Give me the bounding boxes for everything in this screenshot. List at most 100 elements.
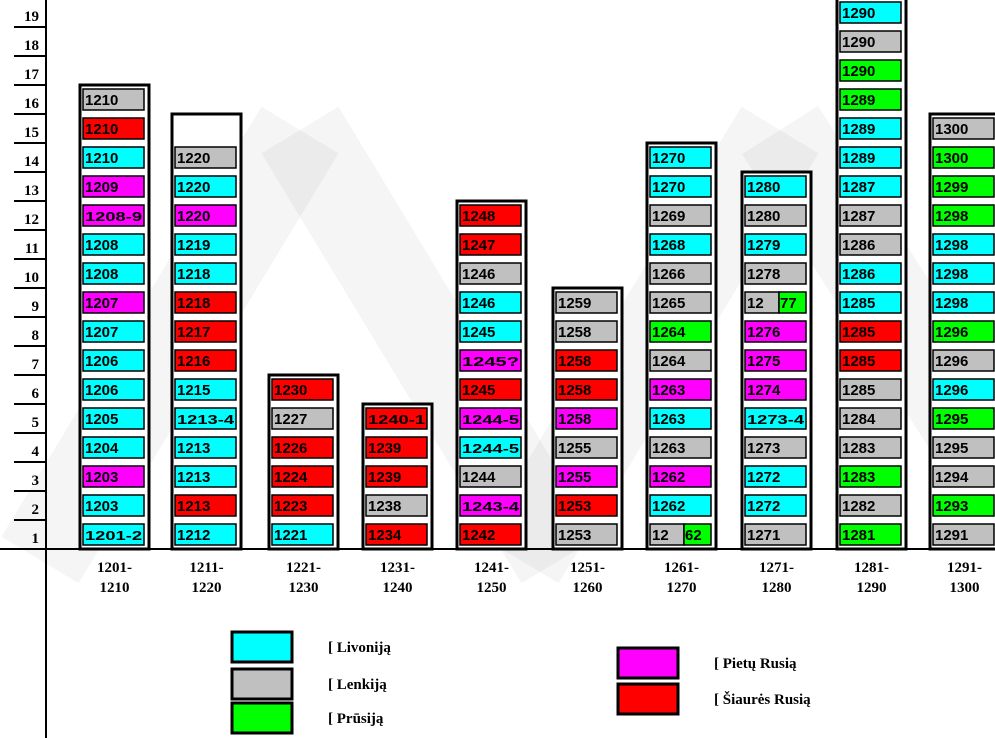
cell-label-2-2: 1224 [274, 469, 308, 486]
cell-label-8-18: 1290 [842, 5, 875, 22]
cell-label-8-4: 1284 [842, 411, 876, 428]
cell-rect-1-5 [174, 378, 237, 401]
cell-1-10: 1219 [174, 233, 237, 256]
cell-9-14: 1300 [932, 117, 995, 140]
cell-label-5-8: 1259 [558, 295, 591, 312]
cell-rect-7-10 [744, 233, 807, 256]
cell-rect-5-6 [555, 349, 618, 372]
cell-rect-3-4 [365, 407, 428, 430]
cell-label-8-5: 1285 [842, 382, 875, 399]
cell-label-0-0: 1201-2 [85, 528, 142, 543]
cell-0-6: 1206 [82, 349, 145, 372]
cell-1-4: 1213-4 [174, 407, 237, 430]
cell-rect-1-13 [174, 146, 237, 169]
legend-label-P: [ Prūsiją [328, 711, 384, 727]
cell-rect-8-2 [839, 465, 902, 488]
legend-swatch-G [230, 667, 294, 701]
cell-rect-8-10 [839, 233, 902, 256]
cell-rect-9-0 [932, 523, 995, 546]
cell-label-0-6: 1206 [85, 353, 118, 370]
cell-rect-9-13 [932, 146, 995, 169]
cell-6-12: 1270 [649, 175, 712, 198]
cell-label-4-5: 1245 [462, 382, 495, 399]
cell-rect-4-8 [459, 291, 522, 314]
cell-8-7: 1285 [839, 320, 902, 343]
cell-label-6-3: 1263 [652, 440, 685, 457]
cell-1-5: 1215 [174, 378, 237, 401]
legend-swatch-P [230, 701, 294, 735]
cell-9-13: 1300 [932, 146, 995, 169]
cell-1-8: 1218 [174, 291, 237, 314]
cell-label-4-6: 1245? [462, 354, 519, 369]
cell-6-3: 1263 [649, 436, 712, 459]
cell-6-13: 1270 [649, 146, 712, 169]
column-outline-2 [267, 373, 340, 551]
cell-rect-0-3 [82, 436, 145, 459]
cell-8-14: 1289 [839, 117, 902, 140]
cell-8-2: 1283 [839, 465, 902, 488]
cell-label-7-5: 1274 [747, 382, 781, 399]
cell-rect-9-10 [932, 233, 995, 256]
legend-item-M: [ Pietų Rusią [616, 646, 797, 680]
column-outline-4 [455, 199, 528, 551]
x-tick-label-top-7: 1271- [759, 560, 794, 576]
cell-label-4-1: 1243-4 [462, 499, 520, 514]
cell-rect-right-6-0 [683, 523, 712, 546]
cell-rect-4-0 [459, 523, 522, 546]
cell-0-15: 1210 [82, 88, 145, 111]
cell-rect-7-3 [744, 436, 807, 459]
cell-5-6: 1258 [555, 349, 618, 372]
cell-label-5-2: 1255 [558, 469, 591, 486]
cell-rect-1-3 [174, 436, 237, 459]
y-tick-label-4: 4 [32, 444, 40, 460]
column-8: 1281 1282 1283 1283 1284 1285 1285 1285 1285 1286… [835, 0, 908, 551]
cell-label-9-10: 1298 [935, 237, 968, 254]
cell-label-2-1: 1223 [274, 498, 307, 515]
cell-label-5-6: 1258 [558, 353, 591, 370]
cell-label-4-9: 1246 [462, 266, 495, 283]
y-tick-label-13: 13 [24, 183, 39, 199]
cell-label-6-11: 1269 [652, 208, 685, 225]
cell-label-1-12: 1220 [177, 179, 210, 196]
cell-8-13: 1289 [839, 146, 902, 169]
cell-rect-6-1 [649, 494, 712, 517]
cell-rect-0-12 [82, 175, 145, 198]
cell-rect-5-7 [555, 320, 618, 343]
cell-3-0: 1234 [365, 523, 428, 546]
cell-1-9: 1218 [174, 262, 237, 285]
x-tick-label-bottom-6: 1270 [667, 580, 697, 596]
column-9: 1291 1293 1294 1295 1295 1296 1296 1296 1298 1298… [928, 112, 995, 551]
cell-rect-7-4 [744, 407, 807, 430]
cell-label-3-2: 1239 [368, 469, 401, 486]
cell-rect-1-4 [174, 407, 237, 430]
legend-item-L: [ Livoniją [230, 630, 391, 664]
cell-label-9-7: 1296 [935, 324, 968, 341]
cell-label-3-0: 1234 [368, 527, 402, 544]
cell-6-7: 1264 [649, 320, 712, 343]
cell-rect-0-0 [82, 523, 145, 546]
cell-4-11: 1248 [459, 204, 522, 227]
x-tick-label-top-1: 1211- [189, 560, 223, 576]
cell-label-0-4: 1205 [85, 411, 118, 428]
cell-9-5: 1296 [932, 378, 995, 401]
cell-label-9-5: 1296 [935, 382, 968, 399]
cell-7-10: 1279 [744, 233, 807, 256]
cell-label-right-7-8: 77 [780, 295, 797, 312]
column-4: 1242 1243-4 1244 1244-5 1244-5 1245 1245? 1245 1… [455, 199, 528, 551]
cell-3-2: 1239 [365, 465, 428, 488]
cell-rect-4-7 [459, 320, 522, 343]
cell-1-11: 1220 [174, 204, 237, 227]
x-tick-label-top-8: 1281- [854, 560, 889, 576]
cell-9-10: 1298 [932, 233, 995, 256]
cell-label-7-6: 1275 [747, 353, 780, 370]
x-tick-label-top-9: 1291- [947, 560, 982, 576]
cell-0-2: 1203 [82, 465, 145, 488]
cell-rect-5-0 [555, 523, 618, 546]
cell-rect-2-0 [271, 523, 334, 546]
cell-7-6: 1275 [744, 349, 807, 372]
cell-rect-0-15 [82, 88, 145, 111]
cell-5-4: 1258 [555, 407, 618, 430]
cell-rect-6-7 [649, 320, 712, 343]
cell-label-8-12: 1287 [842, 179, 875, 196]
cell-6-11: 1269 [649, 204, 712, 227]
